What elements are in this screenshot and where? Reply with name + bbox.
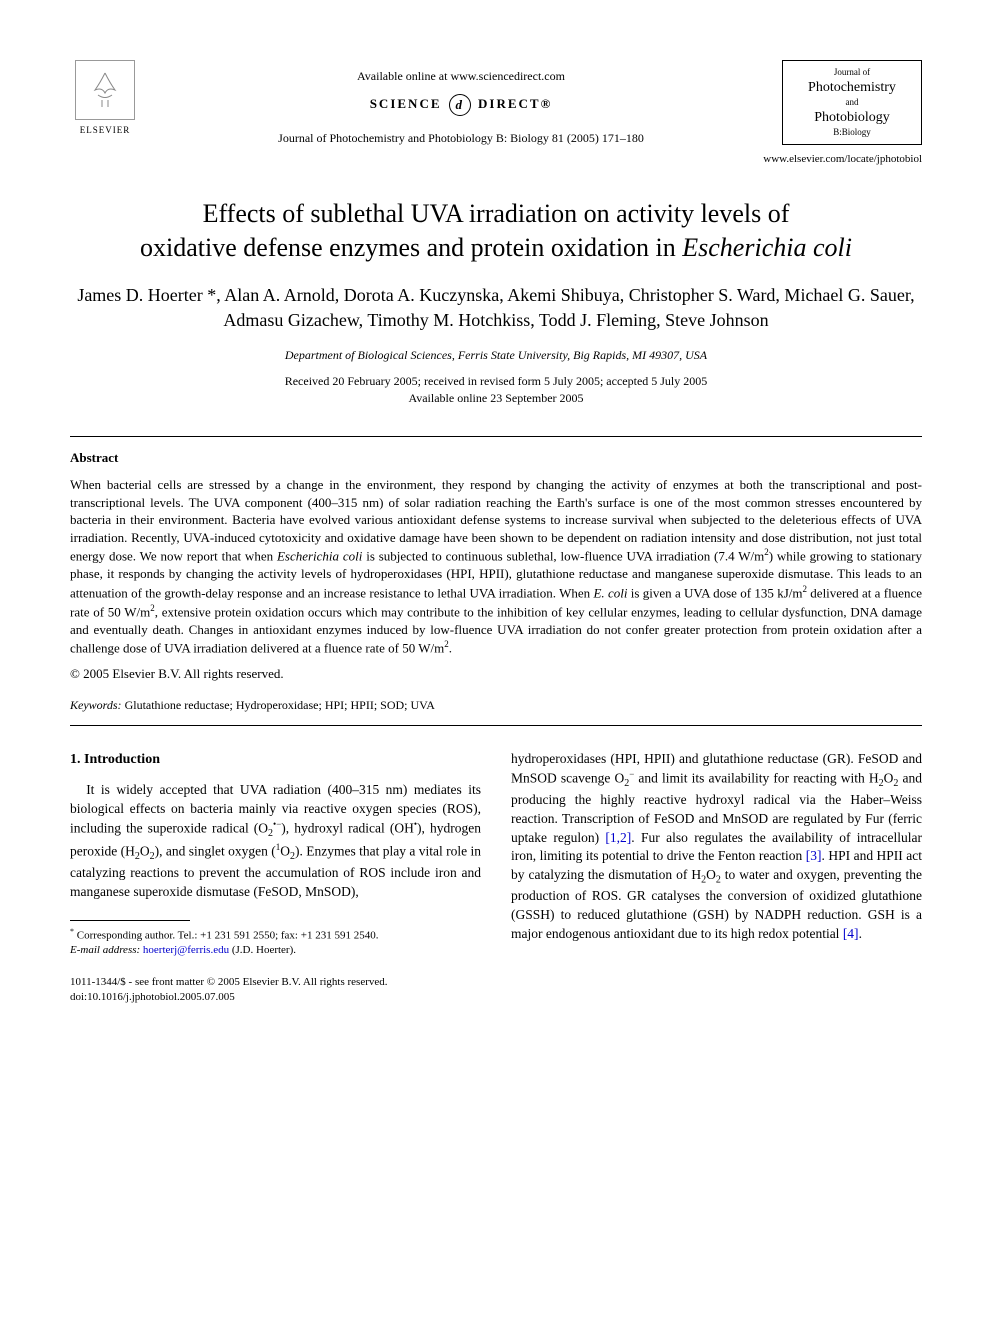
article-dates: Received 20 February 2005; received in r… [70, 373, 922, 405]
intro-para-right: hydroperoxidases (HPI, HPII) and glutath… [511, 750, 922, 943]
affiliation: Department of Biological Sciences, Ferri… [70, 347, 922, 363]
left-column: 1. Introduction It is widely accepted th… [70, 750, 481, 1005]
jb-line4: Photobiology [787, 109, 917, 127]
elsevier-logo: ELSEVIER [70, 60, 140, 136]
copyright-line: © 2005 Elsevier B.V. All rights reserved… [70, 665, 922, 683]
abstract-body: When bacterial cells are stressed by a c… [70, 476, 922, 657]
doi: doi:10.1016/j.jphotobiol.2005.07.005 [70, 991, 235, 1003]
elsevier-label: ELSEVIER [70, 124, 140, 136]
footer-block: 1011-1344/$ - see front matter © 2005 El… [70, 975, 481, 1005]
front-matter: 1011-1344/$ - see front matter © 2005 El… [70, 976, 388, 988]
dates-online: Available online 23 September 2005 [408, 391, 583, 405]
jb-line3: and [787, 97, 917, 109]
keywords-label: Keywords: [70, 698, 122, 712]
title-line1: Effects of sublethal UVA irradiation on … [203, 199, 790, 228]
sd-d-icon: d [449, 94, 471, 116]
intro-para-left: It is widely accepted that UVA radiation… [70, 781, 481, 901]
corresponding-author: Corresponding author. Tel.: +1 231 591 2… [77, 929, 379, 941]
available-online-text: Available online at www.sciencedirect.co… [140, 68, 782, 84]
email-link[interactable]: hoerterj@ferris.edu [143, 944, 229, 956]
title-line2b: Escherichia coli [682, 233, 852, 262]
sd-left: SCIENCE [370, 96, 442, 111]
header-center: Available online at www.sciencedirect.co… [140, 60, 782, 146]
rule-bottom [70, 725, 922, 726]
email-label: E-mail address: [70, 944, 140, 956]
footnote-rule [70, 920, 190, 921]
locate-url: www.elsevier.com/locate/jphotobiol [70, 152, 922, 167]
email-owner: (J.D. Hoerter). [232, 944, 296, 956]
sd-right: DIRECT® [478, 96, 552, 111]
title-line2a: oxidative defense enzymes and protein ox… [140, 233, 682, 262]
rule-top [70, 436, 922, 437]
abstract-heading: Abstract [70, 449, 922, 467]
right-column: hydroperoxidases (HPI, HPII) and glutath… [511, 750, 922, 1005]
page-header: ELSEVIER Available online at www.science… [70, 60, 922, 146]
dates-received: Received 20 February 2005; received in r… [285, 374, 708, 388]
jb-line5: B:Biology [787, 127, 917, 139]
keywords-line: Keywords: Glutathione reductase; Hydrope… [70, 697, 922, 713]
sciencedirect-logo: SCIENCE d DIRECT® [140, 94, 782, 116]
elsevier-tree-icon [75, 60, 135, 120]
author-list: James D. Hoerter *, Alan A. Arnold, Doro… [70, 283, 922, 333]
body-columns: 1. Introduction It is widely accepted th… [70, 750, 922, 1005]
footnote-star-icon: * [70, 927, 74, 936]
intro-heading: 1. Introduction [70, 750, 481, 769]
keywords-text: Glutathione reductase; Hydroperoxidase; … [122, 698, 435, 712]
journal-reference: Journal of Photochemistry and Photobiolo… [140, 130, 782, 146]
journal-cover-box: Journal of Photochemistry and Photobiolo… [782, 60, 922, 145]
jb-line2: Photochemistry [787, 79, 917, 97]
jb-line1: Journal of [787, 67, 917, 79]
footnote-block: * Corresponding author. Tel.: +1 231 591… [70, 927, 481, 957]
article-title: Effects of sublethal UVA irradiation on … [70, 197, 922, 265]
